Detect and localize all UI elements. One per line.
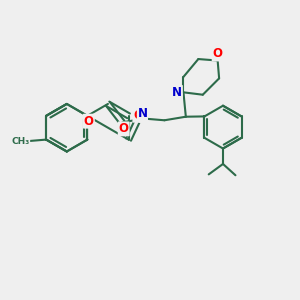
Text: N: N [172,86,182,99]
Text: O: O [134,109,143,122]
Text: O: O [119,122,129,135]
Text: O: O [213,47,223,61]
Text: N: N [137,107,147,120]
Text: H: H [139,113,147,122]
Text: O: O [84,115,94,128]
Text: CH₃: CH₃ [11,136,29,146]
